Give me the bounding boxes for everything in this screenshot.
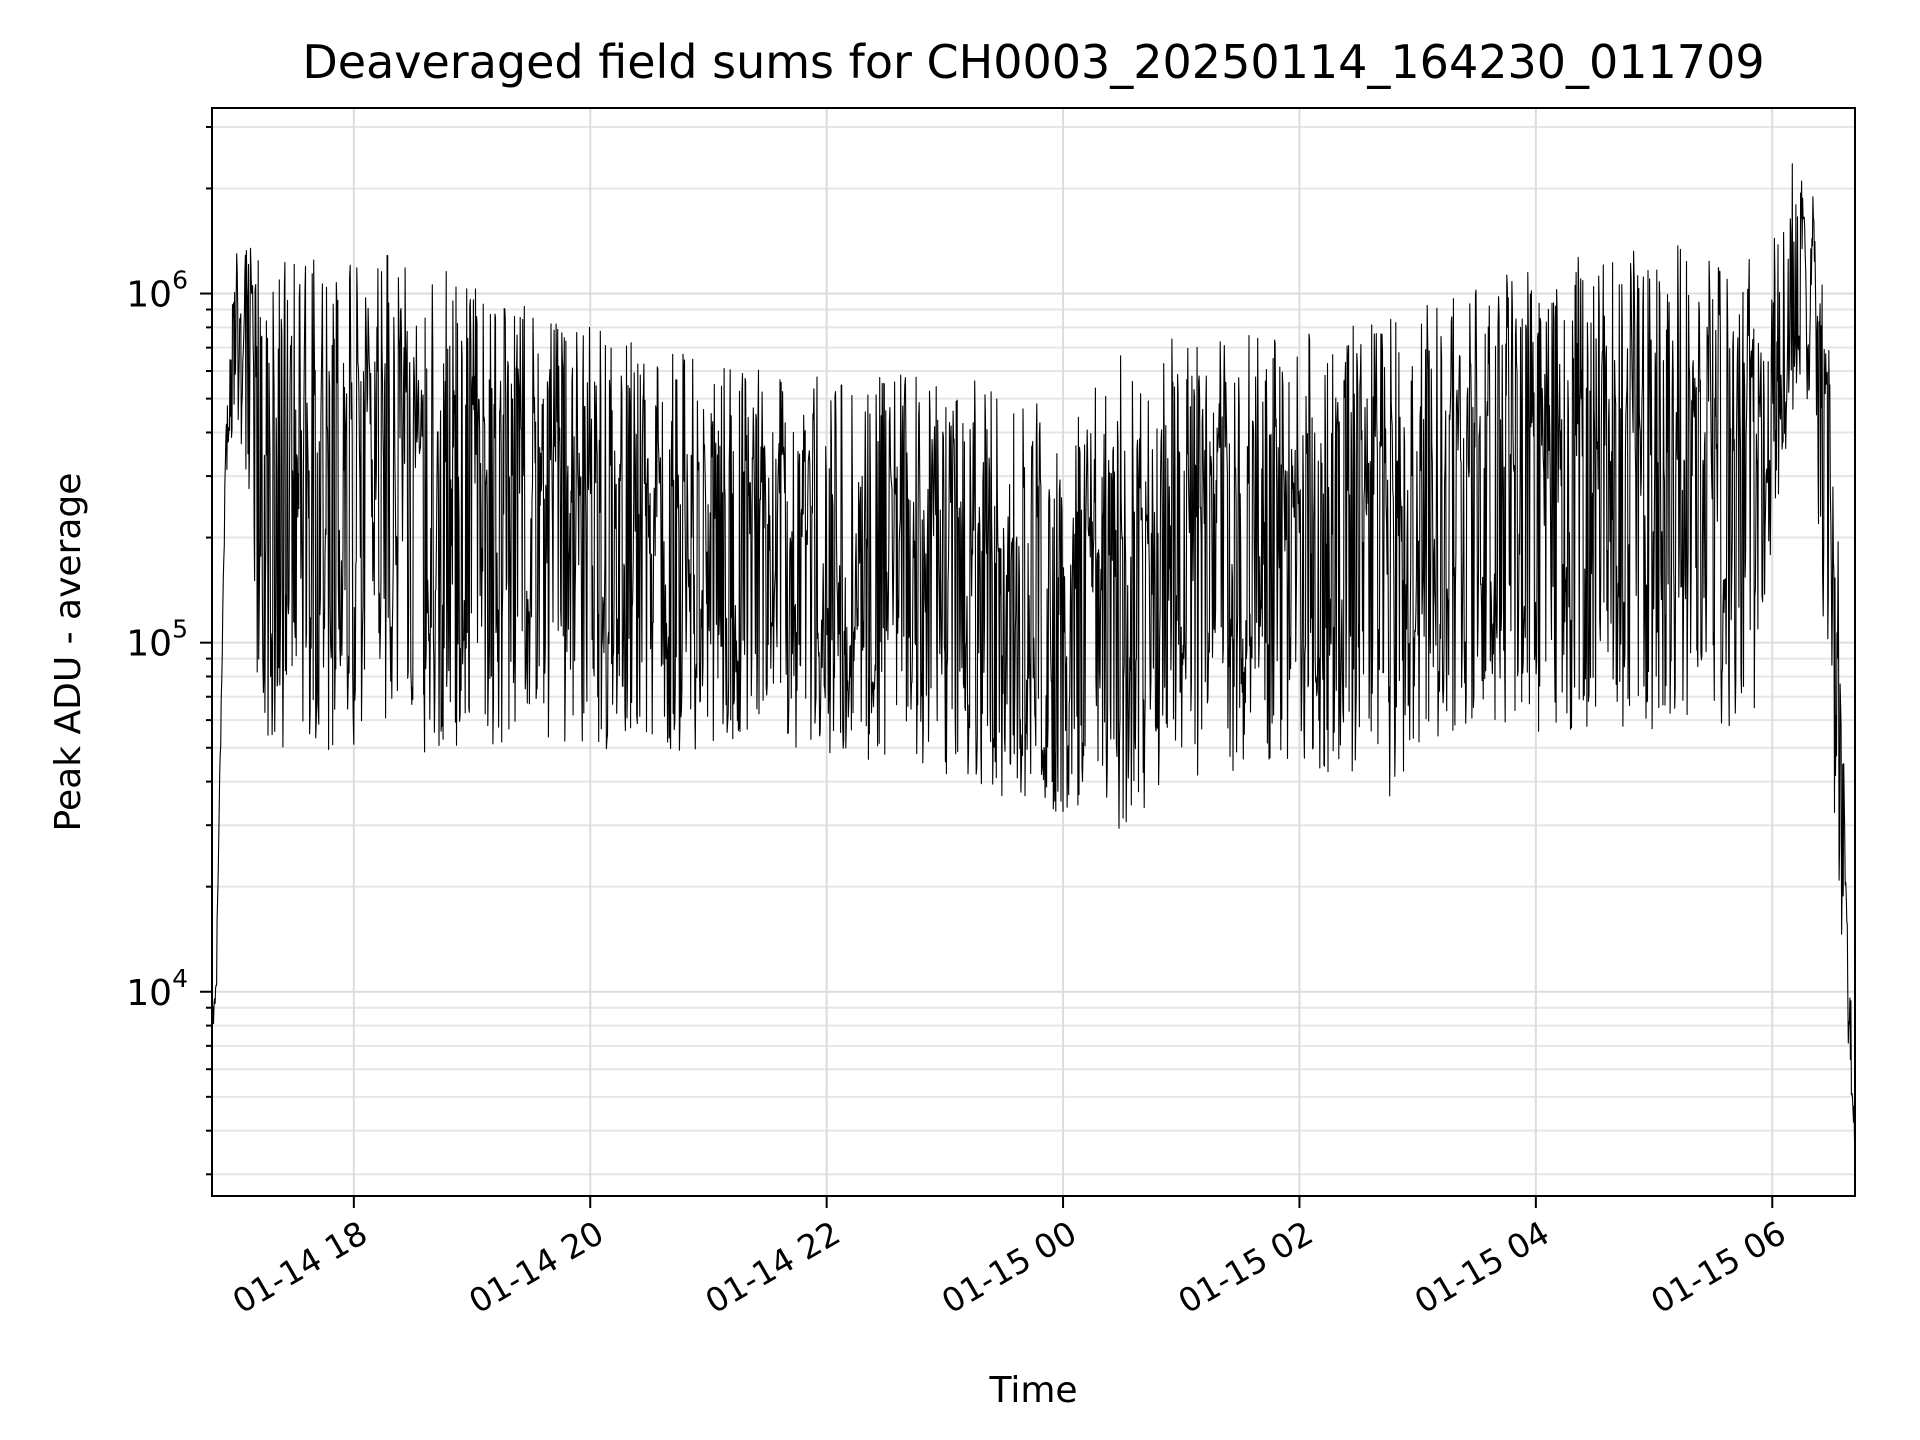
y-axis: 104 105 106: [126, 125, 212, 1176]
series-line: [212, 163, 1855, 1141]
x-axis-label: Time: [988, 1370, 1077, 1411]
series-layer: [212, 163, 1855, 1141]
plot-area-frame: [211, 107, 1856, 1197]
y-axis-label: Peak ADU - average: [48, 473, 89, 832]
y-tick-label: 105: [126, 615, 188, 665]
y-tick-label: 106: [126, 266, 188, 316]
y-tick-label: 104: [126, 964, 188, 1014]
chart-title: Deaveraged field sums for CH0003_2025011…: [302, 35, 1764, 89]
